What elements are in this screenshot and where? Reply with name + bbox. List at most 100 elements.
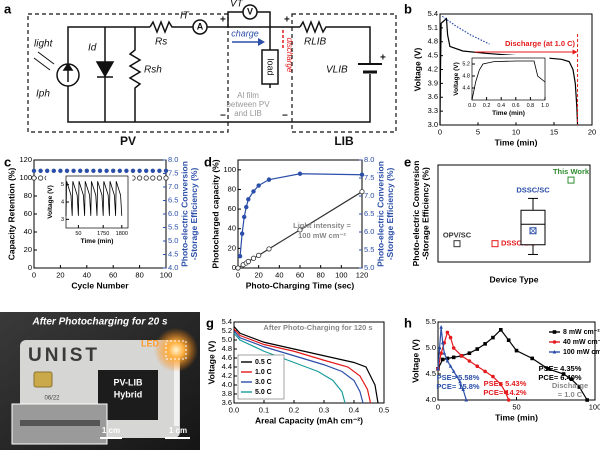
point	[297, 227, 303, 233]
point	[163, 175, 169, 181]
point	[467, 351, 472, 355]
y-tick-label: 4.5	[428, 51, 438, 60]
y-tick-label: 60	[24, 209, 32, 218]
point	[439, 351, 443, 356]
label: Rsh	[144, 65, 162, 76]
scale-label: 1 cm	[102, 426, 120, 435]
point	[245, 258, 251, 265]
y2-label: Photo-electric Conversion	[376, 161, 386, 267]
photo: After Photocharging for 20 s UNIST LED P…	[0, 312, 200, 450]
point	[455, 374, 459, 379]
x-tick-label: 20	[588, 127, 596, 136]
point	[514, 348, 519, 353]
y-label: Voltage (V)	[453, 62, 460, 95]
y2-tick-label: 8.0	[168, 155, 178, 164]
y2-label: -Storage Efficiency (%)	[385, 168, 395, 261]
point	[124, 168, 129, 173]
y-label: Voltage (V)	[411, 339, 421, 383]
mean-marker	[453, 240, 461, 248]
x-tick-label: 40	[275, 270, 283, 279]
y2-tick-label: 5.5	[168, 222, 178, 231]
point	[451, 369, 456, 373]
label: between PV	[226, 100, 270, 109]
point	[461, 387, 465, 392]
y-tick-label: 4.2	[222, 371, 232, 380]
series-line	[441, 15, 490, 45]
label: A	[197, 21, 204, 31]
resistor-lib	[299, 19, 371, 64]
label: VLIB	[326, 65, 348, 76]
x-tick-label: 1800	[116, 231, 128, 237]
point	[31, 168, 37, 173]
x-tick-label: 0	[32, 270, 36, 279]
y-label: Capacity Retention (%)	[7, 168, 17, 261]
point	[246, 197, 251, 202]
lib-box	[291, 13, 397, 133]
label: Id	[88, 43, 97, 54]
label: discharge	[285, 38, 294, 73]
point	[256, 183, 261, 188]
y2-label: -Storage Efficiency (%)	[189, 168, 199, 261]
wire	[257, 11, 271, 27]
point	[437, 345, 442, 350]
y-tick-label: 4.6	[222, 353, 232, 362]
x-tick-label: 0.4	[497, 103, 505, 109]
point	[84, 168, 90, 173]
y-tick-label: 3.9	[428, 78, 438, 87]
series-line	[239, 173, 363, 257]
x-label: Time (min)	[492, 110, 525, 117]
y-tick-label: 5.4	[222, 317, 232, 326]
y-label: -Storage Efficiency (%)	[421, 167, 431, 260]
x-tick-label: 60	[296, 270, 304, 279]
y-tick-label: 5.5	[426, 317, 436, 326]
point	[78, 168, 83, 173]
category-label: This Work	[553, 167, 590, 176]
label: Al film	[237, 91, 259, 100]
resistor-s	[149, 19, 193, 35]
x-tick-label: 15	[550, 127, 558, 136]
legend-label: 40 mW cm⁻²	[563, 339, 600, 346]
y-tick-label: 3.8	[222, 389, 232, 398]
point	[104, 168, 109, 173]
point	[475, 364, 480, 369]
x-tick-label: 1750	[97, 231, 109, 237]
plot-frame	[237, 159, 363, 269]
point	[483, 369, 487, 374]
point	[117, 168, 123, 173]
x-tick-label: 0	[436, 402, 440, 411]
point	[491, 374, 495, 379]
y2-tick-label: 7.5	[364, 173, 374, 182]
y2-tick-label: 5.5	[364, 245, 374, 254]
x-tick-label: 0.8	[527, 103, 535, 109]
y-tick-label: 40	[24, 227, 32, 236]
chip	[33, 371, 53, 388]
point	[440, 340, 445, 345]
y2-tick-label: 8.0	[364, 155, 374, 164]
point	[266, 177, 272, 182]
point	[451, 355, 456, 360]
y-tick-label: 3.3	[428, 106, 438, 115]
point	[137, 175, 143, 181]
sign: −	[220, 111, 226, 122]
y2-tick-label: 5.0	[168, 236, 178, 245]
x-tick-label: 20	[56, 270, 64, 279]
y-tick-label: 100	[19, 173, 32, 182]
x-tick-label: 80	[316, 270, 324, 279]
y-tick-label: 5.1	[428, 23, 438, 32]
point	[256, 252, 262, 258]
x-tick-label: 0.0	[468, 103, 476, 109]
inset-background	[452, 55, 550, 123]
source-arrow	[62, 62, 74, 71]
arrow-head	[572, 49, 578, 55]
y-tick-label: 5.2	[462, 61, 470, 67]
y2-tick-label: 5.0	[364, 263, 374, 272]
wire	[227, 11, 243, 27]
legend-label: 5.0 C	[255, 389, 272, 396]
point	[577, 385, 582, 389]
resistor-sh	[128, 27, 142, 122]
y-tick-label: 5.0	[426, 343, 436, 352]
y-label: Photocharged capacity (%)	[211, 159, 221, 268]
y-tick-label: 120	[19, 155, 32, 164]
x-tick-label: 0	[236, 270, 240, 279]
x-label: Device Type	[490, 274, 539, 284]
